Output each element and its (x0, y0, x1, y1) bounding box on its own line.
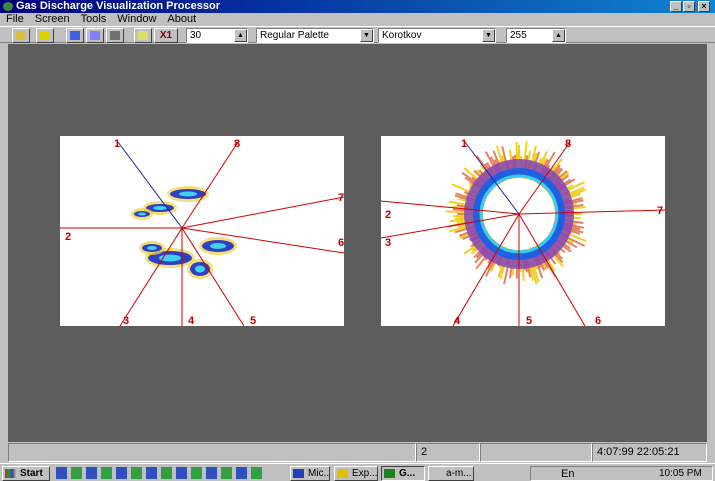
sector-line-blue (117, 141, 183, 229)
menu-item[interactable]: Tools (80, 13, 107, 25)
minimize-button[interactable]: _ (670, 1, 682, 12)
sector-label: 2 (65, 231, 71, 243)
erase-button[interactable] (134, 28, 152, 43)
status-panel (8, 443, 416, 462)
sector-label: 2 (385, 209, 391, 221)
close-button[interactable]: × (698, 1, 710, 12)
spinner[interactable]: ▲ (234, 29, 247, 42)
undo-button[interactable] (86, 28, 104, 43)
level-input[interactable]: 255 ▲ (506, 28, 566, 43)
right-glow-image: 1 2 3 4 5 6 7 8 (380, 138, 666, 327)
discharge-blob (195, 265, 205, 273)
menu-item[interactable]: File (6, 13, 24, 25)
clear-button[interactable]: X1 (154, 28, 178, 43)
sector-line (181, 227, 345, 254)
dropdown-arrow[interactable]: ▼ (482, 29, 495, 42)
method-select[interactable]: Korotkov ▼ (378, 28, 496, 43)
sector-label: 6 (338, 237, 344, 249)
sector-label: 6 (595, 315, 601, 326)
sector-label: 3 (385, 237, 391, 249)
left-image: 1 2 3 4 5 6 7 8 (60, 136, 345, 327)
frame-number: 2 (421, 446, 428, 458)
sector-label: 7 (338, 192, 344, 204)
step-value: 30 (190, 30, 202, 41)
print-button[interactable] (106, 28, 124, 43)
system-tray: En 10:05 PM (530, 466, 713, 481)
sector-line (518, 209, 666, 215)
right-image: 1 2 3 4 5 6 7 8 (380, 136, 666, 327)
sector-label: 3 (123, 315, 129, 326)
discharge-blob (138, 212, 146, 216)
open-button[interactable] (12, 28, 30, 43)
sector-line (181, 141, 239, 229)
task-button[interactable]: G... (381, 466, 425, 481)
sector-line (452, 213, 520, 327)
step-input[interactable]: 30 ▲ (186, 28, 248, 43)
start-button[interactable]: Start (2, 466, 50, 481)
menu-bar: File Screen Tools Window About (0, 13, 715, 26)
discharge-blob (179, 191, 197, 197)
toolbar: X1 30 ▲ Regular Palette ▼ Korotkov ▼ 255 ▲ (0, 26, 715, 43)
timestamp: 4:07:99 22:05:21 (597, 446, 680, 458)
task-button[interactable]: Mic... (290, 466, 330, 481)
star-button[interactable] (66, 28, 84, 43)
dropdown-arrow[interactable]: ▼ (360, 29, 373, 42)
discharge-blob (153, 206, 167, 210)
status-panel (480, 443, 592, 462)
sector-line-blue (464, 141, 520, 215)
sector-label: 5 (250, 315, 256, 326)
sector-label: 1 (461, 138, 467, 150)
clock: 10:05 PM (659, 468, 702, 479)
window-title: Gas Discharge Visualization Processor (16, 0, 220, 12)
task-label: a-m... (446, 468, 472, 479)
task-label: Exp... (352, 468, 378, 479)
sector-line (181, 196, 345, 229)
sector-label: 4 (454, 315, 461, 326)
task-button[interactable]: Exp... (334, 466, 378, 481)
sector-label: 8 (565, 138, 571, 150)
sector-label: 1 (114, 138, 120, 150)
task-icon (431, 469, 442, 478)
status-panel: 2 (416, 443, 480, 462)
sector-line (380, 213, 520, 239)
language: En (561, 468, 575, 480)
task-button[interactable]: a-m... (428, 466, 474, 481)
palette-select[interactable]: Regular Palette ▼ (256, 28, 374, 43)
quick-launch[interactable] (56, 467, 266, 479)
sector-label: 4 (188, 315, 195, 326)
taskbar: Start En 10:05 PM Mic... Exp... G... a-m... (0, 463, 715, 481)
menu-item[interactable]: Screen (34, 13, 70, 25)
sector-line (518, 213, 586, 327)
task-label: Mic... (308, 468, 330, 479)
level-value: 255 (510, 30, 527, 41)
task-icon (293, 469, 304, 478)
sector-label: 7 (657, 205, 663, 217)
process-button[interactable] (36, 28, 54, 43)
discharge-blob (210, 243, 226, 249)
method-value: Korotkov (382, 30, 422, 41)
task-icon (337, 469, 348, 478)
left-glow-image: 1 2 3 4 5 6 7 8 (60, 138, 345, 327)
title-bar: Gas Discharge Visualization Processor _ … (0, 0, 715, 13)
menu-item[interactable]: About (167, 13, 197, 25)
task-label: G... (399, 468, 416, 479)
sector-line (181, 227, 245, 327)
start-label: Start (20, 468, 43, 479)
discharge-blob (159, 254, 181, 262)
palette-value: Regular Palette (260, 30, 329, 41)
sector-line (380, 200, 520, 215)
task-icon (384, 469, 395, 478)
menu-item[interactable]: Window (117, 13, 157, 25)
sector-label: 8 (234, 138, 240, 150)
sector-label: 5 (526, 315, 532, 326)
app-icon (3, 2, 13, 11)
discharge-blob (147, 246, 157, 250)
maximize-button[interactable]: ▫ (683, 1, 695, 12)
status-panel: 4:07:99 22:05:21 (592, 443, 707, 462)
spinner[interactable]: ▲ (552, 29, 565, 42)
sector-line (518, 141, 571, 215)
sector-line (119, 227, 183, 327)
